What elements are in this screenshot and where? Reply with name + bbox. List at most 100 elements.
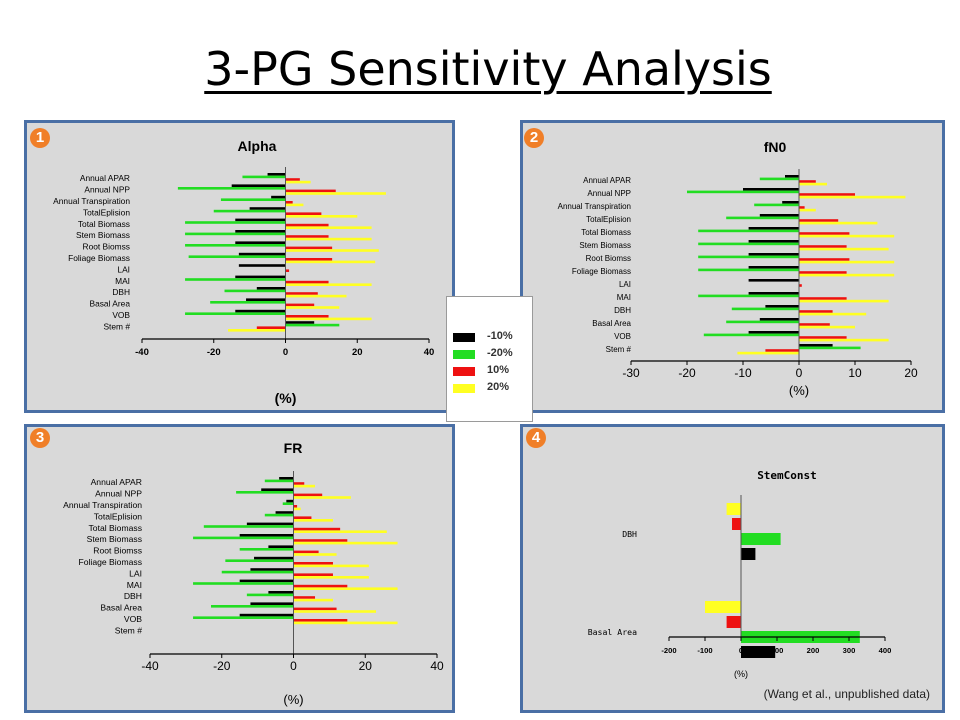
- bar-neg20pct: [726, 216, 799, 220]
- category-label: Stem Biomass: [579, 241, 631, 250]
- bar-neg20pct: [799, 346, 861, 350]
- category-label: Annual NPP: [95, 489, 142, 499]
- bar-20pct: [285, 249, 379, 252]
- chart-title: FR: [284, 440, 303, 456]
- bar-10pct: [293, 516, 312, 519]
- bar-10pct: [799, 245, 847, 248]
- bar-20pct: [799, 325, 855, 329]
- chart-title: StemConst: [757, 469, 817, 482]
- x-tick-label: -40: [135, 347, 149, 358]
- bar-10pct: [285, 280, 329, 284]
- bar-neg20pct: [246, 593, 294, 597]
- bar-neg20pct: [754, 203, 799, 207]
- bar-neg10pct: [782, 201, 799, 204]
- bar-10pct: [293, 607, 337, 611]
- x-tick-label: 200: [807, 646, 820, 655]
- bar-10pct: [799, 323, 830, 326]
- bar-neg20pct: [225, 559, 294, 562]
- bar-neg10pct: [748, 292, 799, 295]
- bar-neg20pct: [203, 525, 294, 528]
- bar-10pct: [293, 539, 348, 542]
- category-label: LAI: [619, 280, 631, 289]
- bar-neg10pct: [246, 522, 294, 526]
- bar-20pct: [285, 306, 340, 309]
- bar-neg20pct: [698, 255, 799, 259]
- bar-neg20pct: [224, 289, 286, 293]
- bar-10pct: [293, 573, 333, 576]
- bar-10pct: [799, 336, 847, 339]
- bar-20pct: [799, 299, 889, 303]
- legend-swatch: [453, 384, 475, 393]
- bar-20pct: [293, 610, 377, 613]
- bar-neg10pct: [235, 230, 286, 233]
- bar-20pct: [293, 587, 398, 590]
- bar-20pct: [285, 317, 372, 321]
- bar-neg10pct: [250, 568, 294, 571]
- bar-20pct: [285, 203, 304, 207]
- bar-neg10pct: [748, 266, 799, 269]
- x-tick-label: 300: [843, 646, 856, 655]
- category-label: VOB: [614, 332, 631, 341]
- bar-10pct: [799, 258, 850, 261]
- x-tick-label: 20: [904, 366, 918, 380]
- x-tick-label: 40: [430, 659, 444, 673]
- x-tick-label: -20: [207, 347, 221, 358]
- bar-10pct: [799, 297, 847, 300]
- bar-neg20pct: [264, 513, 294, 517]
- bar-neg20pct: [210, 605, 294, 608]
- category-label: Annual Transpiration: [63, 500, 142, 510]
- category-label: Annual NPP: [587, 189, 631, 198]
- bar-20pct: [285, 226, 372, 229]
- bar-20pct: [293, 541, 398, 545]
- legend-label: -20%: [487, 347, 513, 359]
- category-label: TotalEplision: [94, 511, 142, 521]
- bar-20pct: [285, 260, 376, 264]
- x-tick-label: -30: [622, 366, 640, 380]
- bar-neg10pct: [741, 548, 756, 560]
- legend-label: 10%: [487, 364, 510, 376]
- legend-label: 20%: [487, 381, 510, 393]
- x-tick-label: -100: [697, 646, 712, 655]
- category-label: Total Biomass: [581, 228, 631, 237]
- category-label: Root Biomss: [586, 254, 631, 263]
- category-label: Foliage Biomass: [572, 267, 631, 276]
- bar-10pct: [285, 292, 318, 295]
- bar-neg20pct: [731, 307, 799, 311]
- category-label: Basal Area: [100, 603, 142, 613]
- chart-legend: -10% -20% 10% 20%: [446, 296, 533, 422]
- bar-neg10pct: [231, 184, 286, 187]
- bar-neg20pct: [741, 533, 781, 545]
- bar-neg20pct: [703, 333, 799, 337]
- bar-10pct: [285, 189, 336, 193]
- bar-20pct: [799, 260, 895, 264]
- bar-neg10pct: [235, 218, 286, 222]
- bar-10pct: [726, 616, 741, 628]
- category-label: LAI: [129, 568, 142, 578]
- bar-neg20pct: [193, 616, 294, 619]
- fr-chart-panel: FR Annual APAR Annual NPP Annual Transpirat…: [24, 424, 455, 713]
- x-tick-label: 0: [283, 347, 288, 358]
- bar-10pct: [285, 303, 315, 307]
- bar-neg20pct: [213, 209, 286, 213]
- bar-neg20pct: [185, 244, 286, 247]
- bar-10pct: [256, 326, 286, 329]
- bar-20pct: [293, 519, 333, 522]
- bar-neg20pct: [193, 582, 294, 585]
- bar-neg10pct: [235, 275, 286, 279]
- bar-neg20pct: [177, 187, 286, 190]
- bar-10pct: [293, 493, 323, 497]
- bar-10pct: [799, 310, 833, 313]
- x-tick-label: 20: [359, 659, 373, 673]
- bar-neg10pct: [748, 227, 799, 230]
- bar-neg10pct: [239, 534, 294, 537]
- bar-neg10pct: [268, 545, 294, 548]
- bar-neg20pct: [759, 177, 799, 181]
- bar-10pct: [285, 212, 322, 215]
- bar-neg10pct: [267, 173, 286, 176]
- bar-20pct: [285, 215, 358, 218]
- stemconst-chart-panel: StemConst DBH Basal Area -200 -100 0 100 200 300…: [520, 424, 945, 713]
- bar-neg20pct: [698, 242, 799, 246]
- bar-neg10pct: [249, 207, 286, 210]
- x-tick-label: 40: [424, 347, 435, 358]
